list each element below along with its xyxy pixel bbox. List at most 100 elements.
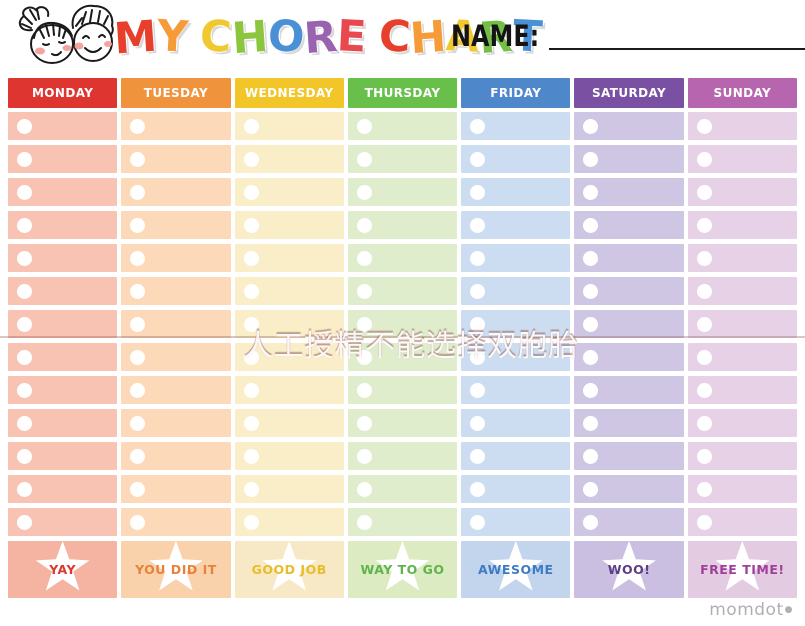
chore-cell[interactable] bbox=[347, 277, 458, 305]
check-circle-icon bbox=[696, 283, 712, 299]
chore-cell[interactable] bbox=[234, 310, 344, 338]
chore-cell[interactable] bbox=[234, 475, 344, 503]
check-circle-icon bbox=[470, 349, 486, 365]
chore-cell[interactable] bbox=[347, 376, 458, 404]
chore-cell[interactable] bbox=[121, 145, 231, 173]
chore-cell[interactable] bbox=[234, 409, 344, 437]
chore-cell[interactable] bbox=[461, 244, 571, 272]
chore-cell[interactable] bbox=[8, 112, 118, 140]
chore-cell[interactable] bbox=[461, 112, 571, 140]
chore-cell[interactable] bbox=[121, 409, 231, 437]
chore-cell[interactable] bbox=[461, 178, 571, 206]
chore-cell[interactable] bbox=[8, 211, 118, 239]
chore-cell[interactable] bbox=[121, 475, 231, 503]
chore-cell[interactable] bbox=[347, 442, 458, 470]
chore-cell[interactable] bbox=[687, 343, 797, 371]
check-circle-icon bbox=[243, 283, 259, 299]
chore-cell[interactable] bbox=[574, 442, 684, 470]
chore-cell[interactable] bbox=[687, 508, 797, 536]
chore-cell[interactable] bbox=[461, 310, 571, 338]
chore-cell[interactable] bbox=[121, 211, 231, 239]
chore-cell[interactable] bbox=[347, 508, 458, 536]
chore-cell[interactable] bbox=[574, 508, 684, 536]
chore-cell[interactable] bbox=[461, 376, 571, 404]
chore-cell[interactable] bbox=[461, 211, 571, 239]
chore-cell[interactable] bbox=[234, 112, 344, 140]
chore-cell[interactable] bbox=[687, 145, 797, 173]
chore-cell[interactable] bbox=[574, 475, 684, 503]
chore-cell[interactable] bbox=[8, 376, 118, 404]
chore-cell[interactable] bbox=[574, 277, 684, 305]
chore-cell[interactable] bbox=[574, 112, 684, 140]
chore-cell[interactable] bbox=[687, 310, 797, 338]
chore-cell[interactable] bbox=[121, 277, 231, 305]
chore-cell[interactable] bbox=[687, 409, 797, 437]
check-circle-icon bbox=[17, 217, 32, 233]
check-circle-icon bbox=[583, 415, 599, 431]
chore-cell[interactable] bbox=[8, 244, 118, 272]
chore-cell[interactable] bbox=[8, 508, 118, 536]
chore-cell[interactable] bbox=[347, 112, 458, 140]
chore-cell[interactable] bbox=[8, 310, 118, 338]
chore-cell[interactable] bbox=[687, 178, 797, 206]
chore-cell[interactable] bbox=[121, 442, 231, 470]
chore-cell[interactable] bbox=[121, 244, 231, 272]
chore-cell[interactable] bbox=[347, 409, 458, 437]
chore-cell[interactable] bbox=[121, 376, 231, 404]
chore-cell[interactable] bbox=[687, 277, 797, 305]
chore-cell[interactable] bbox=[687, 475, 797, 503]
chore-cell[interactable] bbox=[687, 211, 797, 239]
chore-cell[interactable] bbox=[347, 343, 458, 371]
chore-cell[interactable] bbox=[687, 442, 797, 470]
chore-cell[interactable] bbox=[121, 112, 231, 140]
chore-cell[interactable] bbox=[121, 508, 231, 536]
chore-cell[interactable] bbox=[8, 409, 118, 437]
chore-cell[interactable] bbox=[234, 178, 344, 206]
chore-cell[interactable] bbox=[234, 343, 344, 371]
chore-cell[interactable] bbox=[8, 145, 118, 173]
chore-cell[interactable] bbox=[234, 244, 344, 272]
check-circle-icon bbox=[696, 415, 712, 431]
chore-cell[interactable] bbox=[121, 310, 231, 338]
chore-cell[interactable] bbox=[574, 310, 684, 338]
chore-cell[interactable] bbox=[8, 178, 118, 206]
chore-cell[interactable] bbox=[8, 343, 118, 371]
chore-cell[interactable] bbox=[574, 178, 684, 206]
chore-cell[interactable] bbox=[347, 211, 458, 239]
chore-cell[interactable] bbox=[574, 145, 684, 173]
chore-cell[interactable] bbox=[347, 145, 458, 173]
chore-cell[interactable] bbox=[461, 343, 571, 371]
chore-cell[interactable] bbox=[687, 244, 797, 272]
chore-cell[interactable] bbox=[347, 178, 458, 206]
chore-cell[interactable] bbox=[574, 376, 684, 404]
chore-cell[interactable] bbox=[234, 442, 344, 470]
chore-cell[interactable] bbox=[574, 409, 684, 437]
chore-cell[interactable] bbox=[461, 442, 571, 470]
chore-cell[interactable] bbox=[121, 178, 231, 206]
chore-cell[interactable] bbox=[234, 277, 344, 305]
chore-cell[interactable] bbox=[574, 211, 684, 239]
check-circle-icon bbox=[583, 118, 599, 134]
chore-cell[interactable] bbox=[461, 475, 571, 503]
chore-cell[interactable] bbox=[8, 277, 118, 305]
chore-cell[interactable] bbox=[234, 145, 344, 173]
chore-cell[interactable] bbox=[234, 508, 344, 536]
chore-cell[interactable] bbox=[461, 277, 571, 305]
chore-cell[interactable] bbox=[347, 244, 458, 272]
chore-cell[interactable] bbox=[687, 376, 797, 404]
chore-cell[interactable] bbox=[461, 409, 571, 437]
chore-cell[interactable] bbox=[234, 376, 344, 404]
chore-cell[interactable] bbox=[8, 442, 118, 470]
check-circle-icon bbox=[470, 316, 486, 332]
chore-cell[interactable] bbox=[8, 475, 118, 503]
chore-cell[interactable] bbox=[121, 343, 231, 371]
chore-cell[interactable] bbox=[347, 310, 458, 338]
chore-cell[interactable] bbox=[461, 508, 571, 536]
chore-cell[interactable] bbox=[347, 475, 458, 503]
chore-cell[interactable] bbox=[574, 244, 684, 272]
chore-cell[interactable] bbox=[574, 343, 684, 371]
chore-cell[interactable] bbox=[687, 112, 797, 140]
chore-cell[interactable] bbox=[461, 145, 571, 173]
chore-cell[interactable] bbox=[234, 211, 344, 239]
